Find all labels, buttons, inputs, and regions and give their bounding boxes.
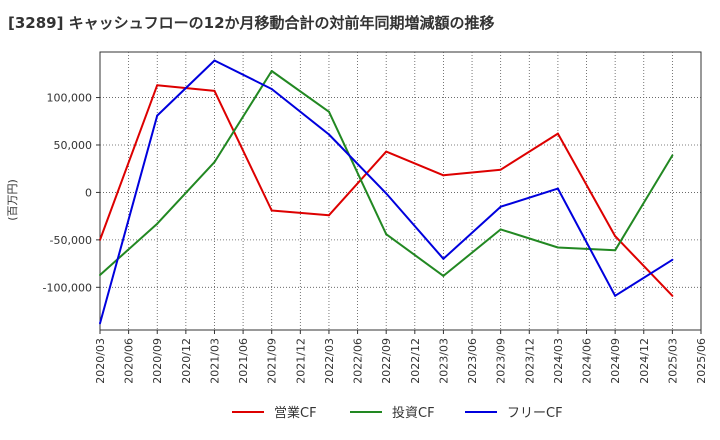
x-tick-label: 2022/12 [409, 338, 422, 384]
x-tick-label: 2021/03 [208, 338, 221, 384]
y-axis: -100,000 -50,000 0 50,000 100,000 [43, 92, 100, 294]
y-tick-label: -50,000 [50, 234, 92, 247]
data-point [556, 246, 559, 249]
data-point [156, 222, 159, 225]
x-tick-label: 2024/12 [638, 338, 651, 384]
y-tick-label: 0 [85, 186, 92, 199]
legend-label: フリーCF [507, 406, 563, 421]
data-point [270, 88, 273, 91]
y-tick-label: -100,000 [43, 281, 92, 294]
x-tick-label: 2021/12 [294, 338, 307, 384]
x-tick-label: 2020/06 [123, 338, 136, 384]
legend: 営業CF 投資CF フリーCF [232, 405, 563, 421]
data-point [442, 174, 445, 177]
x-tick-label: 2020/09 [151, 338, 164, 384]
data-point [614, 235, 617, 238]
data-point [556, 132, 559, 135]
data-point [156, 84, 159, 87]
data-point [385, 233, 388, 236]
data-point [671, 294, 674, 297]
x-tick-label: 2024/03 [552, 338, 565, 384]
legend-label: 営業CF [274, 405, 317, 421]
x-tick-label: 2022/09 [380, 338, 393, 384]
x-tick-label: 2024/09 [609, 338, 622, 384]
data-point [499, 228, 502, 231]
x-tick-label: 2025/03 [666, 338, 679, 384]
y-tick-label: 100,000 [47, 92, 93, 105]
x-tick-label: 2020/12 [180, 338, 193, 384]
x-tick-label: 2023/12 [523, 338, 536, 384]
data-point [499, 168, 502, 171]
data-point [156, 114, 159, 117]
data-point [99, 322, 101, 325]
x-tick-label: 2022/03 [323, 338, 336, 384]
data-point [327, 214, 330, 217]
legend-label: 投資CF [392, 405, 435, 421]
series-lines [99, 59, 674, 325]
x-tick-label: 2024/06 [581, 338, 594, 384]
x-tick-label: 2020/03 [94, 338, 107, 384]
data-point [327, 110, 330, 113]
data-point [671, 154, 674, 157]
grid [100, 52, 701, 330]
data-point [614, 294, 617, 297]
data-point [213, 89, 216, 92]
x-tick-label: 2023/09 [495, 338, 508, 384]
x-tick-label: 2023/03 [437, 338, 450, 384]
data-point [213, 59, 216, 62]
data-point [99, 273, 101, 276]
data-point [556, 187, 559, 190]
x-tick-label: 2025/06 [695, 338, 708, 384]
data-point [385, 150, 388, 153]
plot-area [99, 51, 702, 331]
x-tick-label: 2021/06 [237, 338, 250, 384]
data-point [442, 257, 445, 260]
data-point [671, 258, 674, 261]
x-tick-label: 2022/06 [352, 338, 365, 384]
data-point [614, 249, 617, 252]
data-point [385, 192, 388, 195]
chart-title: [3289] キャッシュフローの12か月移動合計の対前年同期増減額の推移 [8, 14, 495, 32]
x-tick-label: 2021/09 [266, 338, 279, 384]
x-tick-label: 2023/06 [466, 338, 479, 384]
data-point [442, 274, 445, 277]
x-axis: 2020/03 2020/06 2020/09 2020/12 2021/03 2021/… [94, 330, 708, 384]
data-point [270, 209, 273, 212]
y-axis-label: (百万円) [6, 179, 19, 221]
data-point [327, 133, 330, 136]
data-point [499, 205, 502, 208]
data-point [270, 69, 273, 72]
data-point [213, 161, 216, 164]
y-tick-label: 50,000 [54, 139, 93, 152]
